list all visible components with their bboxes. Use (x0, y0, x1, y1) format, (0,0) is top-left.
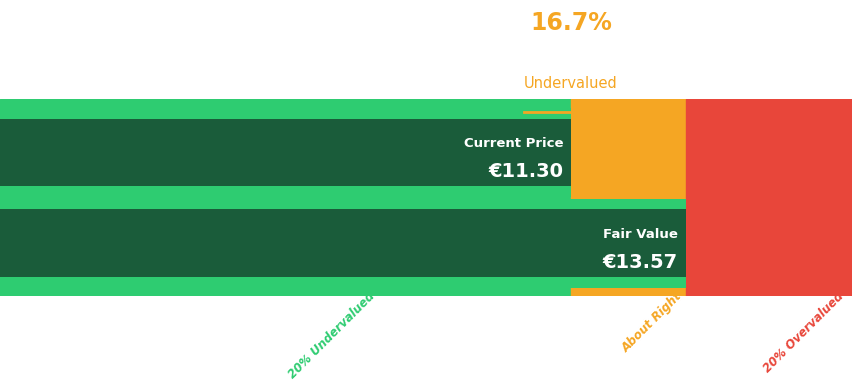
Text: 20% Undervalued: 20% Undervalued (285, 290, 377, 380)
Text: Undervalued: Undervalued (523, 76, 617, 91)
Bar (0, 277, 685, 288)
Bar (0, 119, 570, 186)
Bar (685, 99, 852, 296)
Text: About Right: About Right (619, 290, 684, 355)
Text: 16.7%: 16.7% (529, 11, 611, 35)
Text: Current Price: Current Price (463, 137, 562, 150)
Text: 20% Overvalued: 20% Overvalued (760, 290, 845, 375)
Bar (0, 186, 570, 196)
Text: €11.30: €11.30 (487, 162, 562, 181)
Bar (0, 199, 685, 209)
Bar (0, 209, 685, 277)
Text: €13.57: €13.57 (602, 253, 677, 272)
Text: Fair Value: Fair Value (602, 228, 677, 241)
Bar (0, 108, 570, 119)
Bar (0, 99, 570, 296)
Bar (570, 99, 685, 296)
